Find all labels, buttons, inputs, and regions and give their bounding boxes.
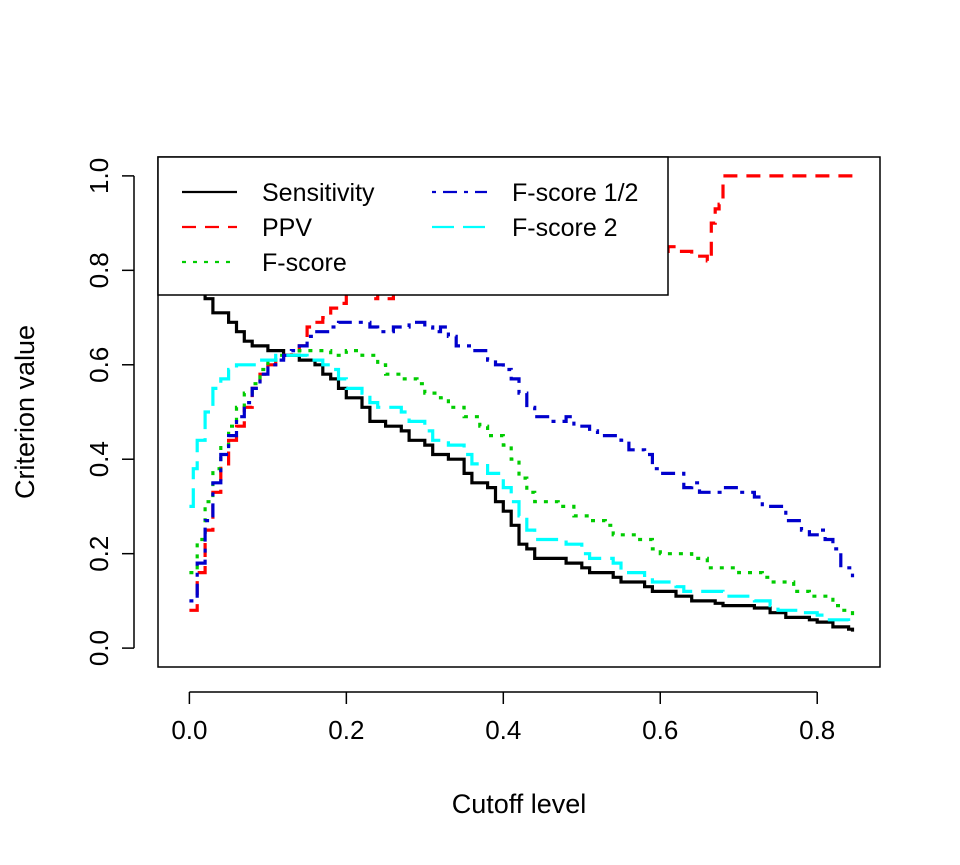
- x-tick-label: 0.6: [642, 715, 678, 745]
- x-axis: 0.0 0.2 0.4 0.6 0.8: [171, 691, 835, 745]
- series-layer: [189, 174, 855, 632]
- legend-box: [157, 156, 669, 296]
- x-tick-label: 0.8: [799, 715, 835, 745]
- y-tick-label: 0.0: [84, 630, 114, 666]
- y-tick-label: 1.0: [84, 158, 114, 194]
- legend-label-3: F-score: [262, 249, 347, 277]
- y-tick-label: 0.2: [84, 536, 114, 572]
- y-axis: 0.0 0.2 0.4 0.6 0.8 1.0: [84, 158, 135, 666]
- series-line-2: [189, 174, 853, 612]
- x-tick-label: 0.4: [485, 715, 521, 745]
- legend-label-4: F-score 1/2: [512, 179, 638, 207]
- legend-label-2: PPV: [262, 214, 312, 242]
- legend: Sensitivity PPV F-score F-score 1/2 F-score …: [157, 156, 669, 296]
- y-tick-label: 0.8: [84, 252, 114, 288]
- series-line-1: [189, 278, 855, 632]
- legend-label-5: F-score 2: [512, 214, 618, 242]
- series-line-4: [189, 320, 855, 603]
- series-line-5: [189, 353, 855, 625]
- x-axis-label: Cutoff level: [452, 789, 587, 819]
- y-axis-label: Criterion value: [10, 325, 40, 499]
- y-tick-label: 0.4: [84, 441, 114, 477]
- legend-label-1: Sensitivity: [262, 179, 375, 207]
- y-tick-label: 0.6: [84, 347, 114, 383]
- x-tick-label: 0.2: [328, 715, 364, 745]
- series-line-3: [189, 349, 855, 616]
- x-tick-label: 0.0: [171, 715, 207, 745]
